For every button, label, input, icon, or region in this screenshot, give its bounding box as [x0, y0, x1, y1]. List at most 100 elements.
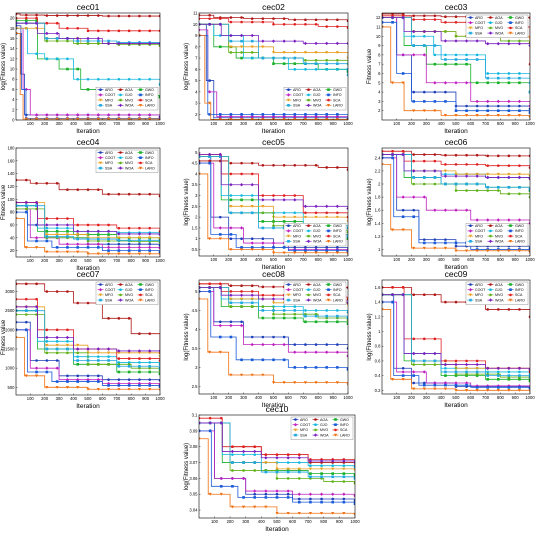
data-point-ARO [286, 492, 290, 496]
data-point-GJO [475, 53, 479, 57]
data-point-COOT [454, 208, 458, 212]
data-point-SSA [475, 58, 479, 61]
data-point-MFO [314, 51, 318, 54]
data-point-COOT [507, 218, 511, 222]
data-point-MFO [346, 56, 348, 60]
data-point-SCA [433, 18, 437, 21]
data-point-SSA [293, 309, 297, 312]
data-point-GJO [496, 370, 500, 374]
legend-marker-MFO [286, 98, 291, 102]
data-point-INFO [158, 250, 160, 254]
data-point-MFO [325, 51, 329, 54]
data-point-GJO [331, 464, 335, 468]
y-axis-label: log(Fitness value) [367, 178, 373, 225]
legend-marker-WOA [488, 31, 493, 35]
data-point-LARO [250, 248, 254, 252]
series-line-WOA [382, 154, 530, 179]
legend-label-SSA: SSA [293, 104, 301, 108]
x-tick-label: 400 [255, 121, 263, 126]
data-point-INFO [282, 358, 286, 362]
data-point-LARO [55, 250, 59, 254]
data-point-MFO [507, 172, 511, 176]
data-point-SSA [240, 301, 243, 305]
series-line-WOA [382, 17, 530, 46]
legend-label-SCA: SCA [145, 161, 153, 165]
y-tick-label: 0.4 [375, 373, 381, 378]
legend-label-GJO: GJO [495, 229, 503, 233]
y-tick-label: 4.5 [192, 308, 198, 313]
legend-marker-INFO [509, 21, 512, 24]
data-point-LARO [433, 387, 437, 391]
y-tick-label: 6 [195, 67, 198, 72]
data-point-MVO [76, 351, 80, 355]
data-point-GWO [444, 374, 447, 377]
data-point-WOA [486, 366, 490, 370]
data-point-SCA [208, 17, 211, 20]
data-point-WOA [65, 335, 70, 340]
data-point-AOA [24, 178, 28, 182]
legend-marker-WOA [118, 166, 123, 170]
data-point-SSA [465, 58, 468, 61]
data-point-ARO [444, 90, 447, 94]
data-point-SCA [412, 159, 416, 163]
data-point-LARO [45, 386, 49, 389]
data-point-INFO [117, 384, 121, 387]
data-point-ARO [342, 497, 346, 501]
legend-marker-GWO [334, 418, 337, 421]
data-point-AOA [314, 163, 318, 167]
data-point-SCA [391, 149, 394, 153]
data-point-COOT [353, 494, 355, 498]
data-point-MVO [314, 59, 318, 62]
data-point-WOA [76, 347, 80, 351]
data-point-GWO [486, 81, 490, 85]
data-point-LARO [507, 249, 511, 253]
data-point-SSA [518, 374, 521, 377]
x-tick-label: 1000 [343, 121, 353, 126]
legend-marker-ARO [287, 88, 290, 91]
data-point-SCA [336, 25, 339, 28]
data-point-AOA [486, 308, 490, 311]
data-point-WOA [353, 460, 355, 465]
data-point-AOA [454, 153, 458, 157]
data-point-AOA [454, 15, 458, 19]
data-point-INFO [96, 380, 100, 383]
data-point-LARO [16, 217, 18, 221]
data-point-MFO [65, 233, 69, 237]
data-point-ARO [475, 104, 479, 108]
legend-marker-MFO [293, 428, 298, 432]
legend-label-MFO: MFO [105, 98, 113, 102]
data-point-MVO [158, 44, 160, 47]
data-point-SCA [107, 29, 110, 33]
series-line-MFO [16, 202, 160, 240]
series-line-AOA [199, 14, 348, 21]
data-point-WOA [464, 39, 469, 43]
data-point-SCA [264, 453, 268, 456]
x-tick-label: 400 [258, 519, 266, 524]
data-point-COOT [218, 226, 222, 230]
y-tick-label: 1000 [5, 366, 15, 371]
data-point-INFO [346, 368, 348, 371]
data-point-MFO [65, 343, 69, 347]
data-point-ARO [253, 492, 257, 496]
data-point-LARO [314, 251, 318, 255]
y-axis-label: Fitness value [367, 48, 373, 84]
legend-marker-LARO [326, 240, 331, 243]
data-point-WOA [346, 206, 348, 211]
data-point-ARO [55, 359, 59, 362]
series-line-INFO [199, 430, 355, 504]
legend-label-AOA: AOA [495, 224, 503, 228]
data-point-SCA [433, 337, 437, 341]
data-point-ARO [297, 497, 301, 501]
data-point-GJO [45, 57, 49, 61]
data-point-ARO [507, 104, 511, 108]
series-line-INFO [199, 291, 348, 370]
legend-label-SSA: SSA [105, 104, 113, 108]
legend-marker-INFO [139, 288, 142, 291]
legend-marker-ARO [469, 224, 472, 227]
data-point-WOA [496, 175, 500, 180]
data-point-INFO [444, 100, 447, 103]
data-point-LARO [158, 388, 160, 392]
data-point-GJO [336, 68, 339, 71]
data-point-MFO [24, 26, 28, 30]
data-point-SCA [261, 194, 265, 197]
